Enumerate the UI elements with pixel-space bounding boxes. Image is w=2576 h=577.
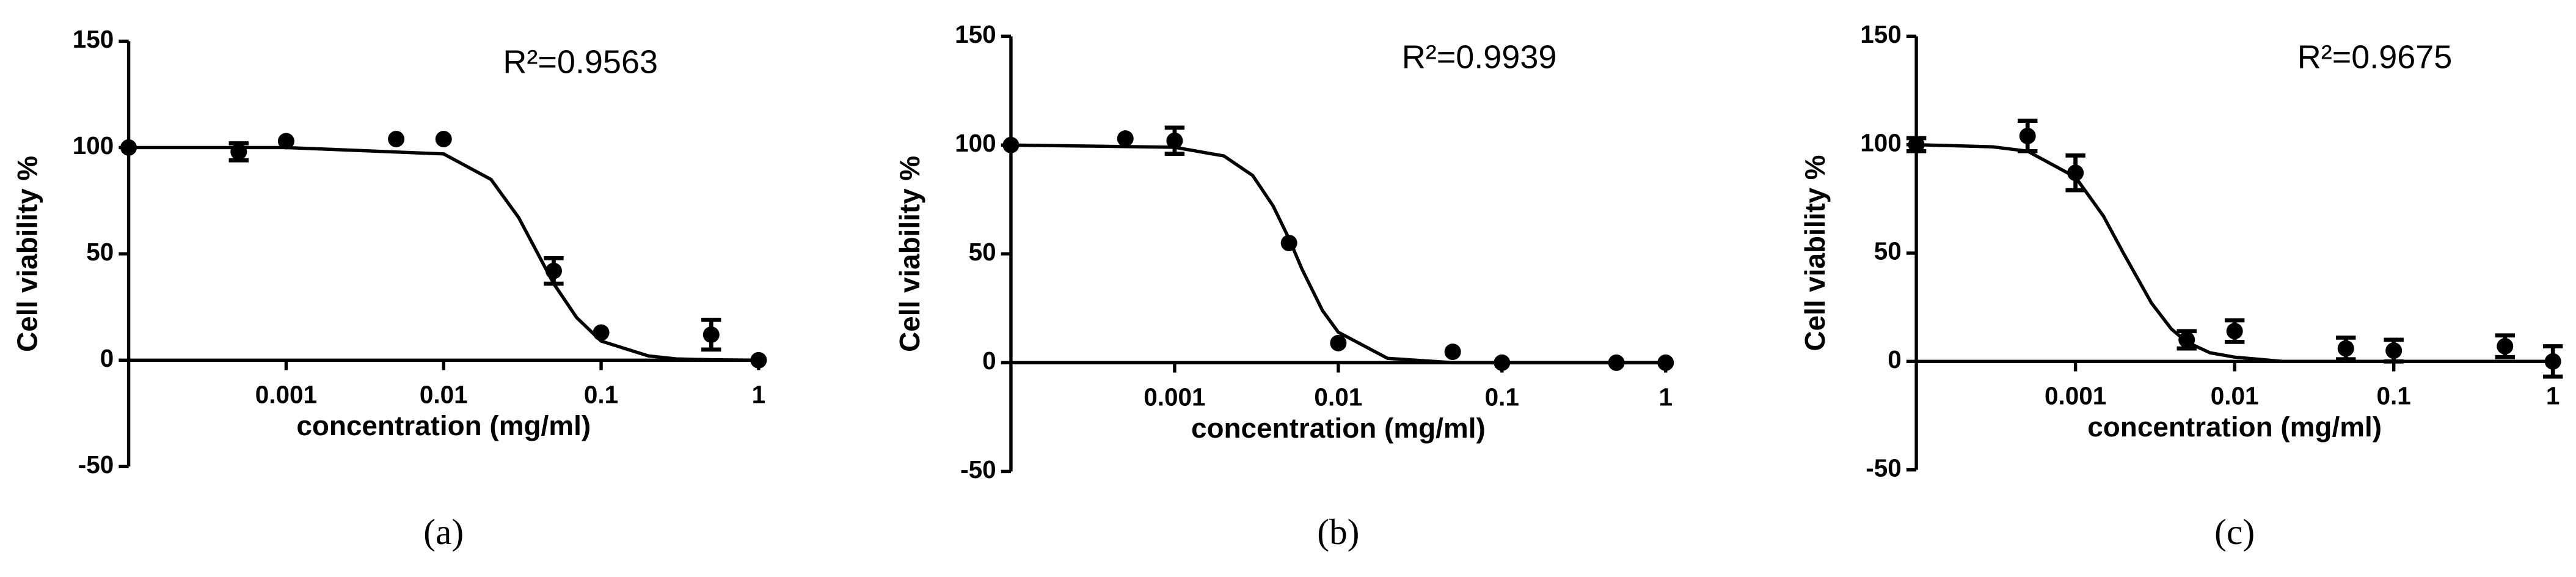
x-axis-label: concentration (mg/ml) [1191, 412, 1486, 444]
point [1117, 130, 1134, 147]
x-axis-label: concentration (mg/ml) [2087, 411, 2382, 443]
caption: (c) [2214, 512, 2255, 552]
y-axis-label: Cell viability % [1799, 155, 1831, 351]
x-tick-label: 1 [2546, 381, 2560, 410]
x-tick-label: 0.1 [2377, 381, 2411, 410]
point [702, 326, 720, 344]
y-axis-label: Cell viability % [12, 156, 43, 352]
annotation: R²=0.9675 [2297, 39, 2453, 75]
point [2067, 164, 2084, 182]
point [593, 324, 610, 341]
annotation: R²=0.9939 [1402, 39, 1557, 75]
y-tick-label: 0 [100, 344, 114, 372]
point [277, 133, 294, 150]
point [2226, 323, 2243, 340]
y-tick-label: 150 [1860, 20, 1902, 48]
point [2497, 338, 2514, 355]
x-tick-label: 0.01 [1314, 383, 1362, 411]
y-tick-label: -50 [78, 450, 114, 479]
x-tick-label: 0.01 [2211, 381, 2259, 410]
point [435, 130, 452, 147]
point [1608, 354, 1625, 371]
point [2019, 128, 2036, 144]
point [1002, 136, 1020, 153]
x-tick-label: 0.1 [1485, 383, 1519, 411]
y-tick-label: -50 [1866, 454, 1902, 482]
point [2337, 340, 2354, 357]
x-tick-label: 1 [1658, 383, 1673, 411]
y-tick-label: 50 [86, 238, 114, 266]
caption: (b) [1317, 512, 1359, 552]
y-tick-label: -50 [960, 455, 996, 483]
fit-curve [128, 145, 759, 362]
y-tick-label: 150 [955, 20, 996, 48]
point [545, 262, 562, 279]
y-axis-label: Cell viability % [894, 156, 925, 352]
y-tick-label: 0 [982, 347, 996, 375]
x-tick-label: 1 [752, 380, 766, 408]
x-tick-label: 0.001 [1144, 383, 1205, 411]
point [1494, 354, 1511, 371]
point [2178, 331, 2195, 348]
fit-curve [1010, 143, 1666, 365]
point [1280, 235, 1297, 252]
x-tick-label: 0.1 [584, 380, 618, 408]
point [120, 139, 137, 156]
x-axis-label: concentration (mg/ml) [296, 410, 591, 441]
point [1657, 354, 1674, 371]
y-tick-label: 100 [73, 131, 114, 160]
point [2385, 342, 2403, 359]
y-tick-label: 150 [73, 25, 114, 53]
point [1330, 334, 1347, 351]
y-tick-label: 100 [955, 129, 996, 157]
annotation: R²=0.9563 [503, 43, 658, 80]
caption: (a) [423, 512, 464, 552]
point [1908, 136, 1925, 153]
y-tick-label: 100 [1860, 128, 1902, 156]
point [388, 130, 405, 147]
point [1166, 132, 1183, 149]
x-tick-label: 0.01 [420, 380, 468, 408]
x-tick-label: 0.001 [255, 380, 317, 408]
point [1444, 344, 1461, 361]
y-tick-label: 50 [1874, 237, 1902, 265]
point [750, 351, 767, 369]
y-tick-label: 0 [1888, 345, 1902, 373]
y-tick-label: 50 [969, 238, 996, 266]
point [230, 143, 247, 160]
x-tick-label: 0.001 [2045, 381, 2106, 410]
point [2544, 353, 2561, 370]
